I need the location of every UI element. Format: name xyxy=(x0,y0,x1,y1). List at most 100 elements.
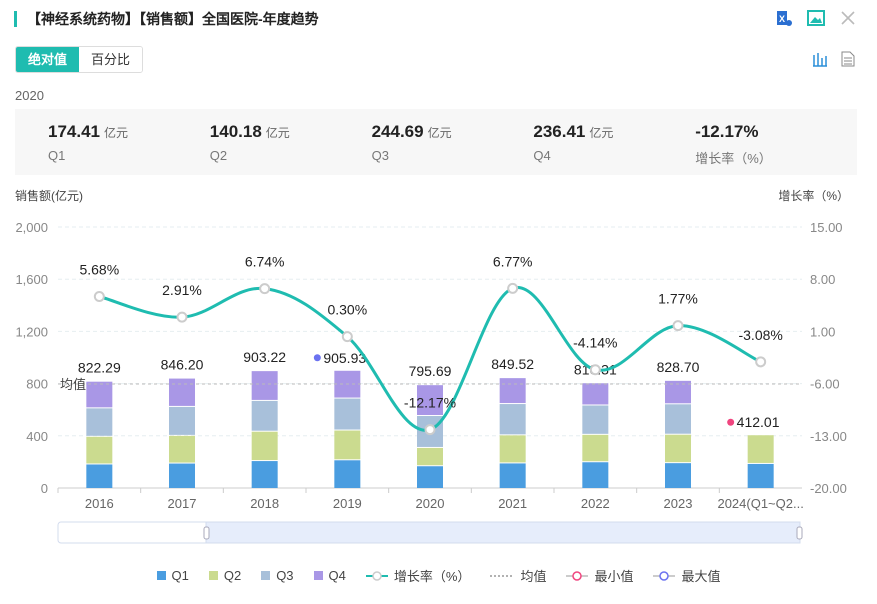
stat-label: Q1 xyxy=(48,148,66,163)
legend-swatch xyxy=(313,571,323,580)
y-tick-label: 400 xyxy=(26,429,48,444)
stat-value: 244.69 xyxy=(371,122,424,141)
legend: Q1 Q2 Q3 Q4 增长率（%） 均值 最小值 最大值 xyxy=(0,566,877,585)
legend-q1[interactable]: Q1 xyxy=(156,568,189,583)
bar-q1 xyxy=(417,466,443,488)
growth-point xyxy=(507,282,519,294)
bar-q4 xyxy=(665,380,691,404)
bar-q1 xyxy=(251,461,278,488)
dotted-line-icon xyxy=(490,574,515,577)
stat-label: 增长率（%） xyxy=(695,151,772,166)
x-tick-label: 2024(Q1~Q2... xyxy=(717,496,803,511)
y-tick-label: 1,200 xyxy=(15,324,48,339)
y-tick-label: 2,000 xyxy=(15,220,48,235)
excel-export-icon[interactable]: X xyxy=(775,9,793,27)
summary-stats: 174.41 亿元 Q1 140.18 亿元 Q2 244.69 亿元 Q3 236.41 亿… xyxy=(15,109,857,175)
min-marker-icon xyxy=(566,570,589,581)
stat-q4: 236.41 亿元 Q4 xyxy=(533,109,695,175)
legend-label: 最大值 xyxy=(681,569,721,584)
x-tick-label: 2022 xyxy=(581,496,610,511)
bar-q4 xyxy=(417,385,443,416)
growth-point xyxy=(755,356,767,368)
bar-q2 xyxy=(251,431,278,461)
growth-label: 6.77% xyxy=(493,253,533,269)
total-label: 822.29 xyxy=(78,360,121,376)
max-marker xyxy=(313,354,321,362)
x-tick-label: 2018 xyxy=(250,496,279,511)
line-marker-icon xyxy=(365,570,388,581)
legend-mean[interactable]: 均值 xyxy=(490,566,546,585)
title-accent xyxy=(14,11,17,27)
bar-q1 xyxy=(86,464,113,488)
mode-tabs: 绝对值 百分比 xyxy=(15,46,144,73)
y-tick-label: 800 xyxy=(26,377,48,392)
y2-tick-label: -13.00 xyxy=(810,429,847,444)
bar-q2 xyxy=(169,435,195,463)
growth-point xyxy=(93,291,105,303)
growth-point xyxy=(672,320,684,332)
legend-max[interactable]: 最大值 xyxy=(653,566,720,585)
tab-percentage[interactable]: 百分比 xyxy=(79,47,143,72)
stat-label: Q2 xyxy=(209,148,228,163)
zoom-slider-handle-left[interactable] xyxy=(203,526,210,540)
bar-q4 xyxy=(582,383,609,405)
growth-label: 6.74% xyxy=(245,254,285,270)
legend-swatch xyxy=(208,571,218,580)
stat-q2: 140.18 亿元 Q2 xyxy=(210,109,372,175)
growth-label: -4.14% xyxy=(573,335,617,351)
legend-label: 均值 xyxy=(520,569,547,584)
bar-q1 xyxy=(499,463,526,488)
stat-growth: -12.17% 增长率（%） xyxy=(695,109,857,175)
stat-unit: 亿元 xyxy=(589,126,614,140)
legend-q2[interactable]: Q2 xyxy=(208,568,241,583)
y-axis-title: 销售额(亿元) xyxy=(15,189,83,203)
bar-q2 xyxy=(86,436,113,464)
growth-point xyxy=(424,424,436,436)
legend-swatch xyxy=(156,571,166,580)
y-tick-label: 1,600 xyxy=(15,272,48,287)
close-icon[interactable] xyxy=(839,9,857,27)
stat-value: 174.41 xyxy=(48,122,100,141)
legend-q3[interactable]: Q3 xyxy=(261,568,294,583)
legend-min[interactable]: 最小值 xyxy=(566,566,633,585)
header: 【神经系统药物】【销售额】全国医院-年度趋势 xyxy=(14,10,319,28)
growth-point xyxy=(259,283,271,295)
image-export-icon[interactable] xyxy=(807,9,825,27)
legend-swatch xyxy=(261,571,271,580)
y2-tick-label: -20.00 xyxy=(810,481,847,496)
stat-unit: 亿元 xyxy=(104,126,129,140)
max-marker-icon xyxy=(653,570,676,581)
growth-label: 5.68% xyxy=(79,262,119,278)
bar-q3 xyxy=(334,398,361,430)
bar-q2 xyxy=(665,434,691,463)
bar-chart-icon[interactable] xyxy=(811,50,829,68)
total-label: 828.70 xyxy=(657,359,700,375)
tab-absolute[interactable]: 绝对值 xyxy=(16,47,80,72)
bar-q3 xyxy=(251,400,278,431)
bar-q1 xyxy=(747,463,774,488)
table-view-icon[interactable] xyxy=(839,50,857,68)
bar-q4 xyxy=(86,381,113,408)
y2-axis-title: 增长率（%） xyxy=(778,189,849,203)
bar-q1 xyxy=(169,463,195,488)
growth-point xyxy=(176,311,188,323)
zoom-slider-handle-right[interactable] xyxy=(796,526,803,540)
growth-label: 2.91% xyxy=(162,282,202,298)
bar-q3 xyxy=(169,406,195,435)
legend-growth[interactable]: 增长率（%） xyxy=(365,566,471,585)
total-label: 849.52 xyxy=(491,356,534,372)
growth-label: 1.77% xyxy=(658,291,698,307)
legend-label: Q1 xyxy=(171,568,189,583)
stat-q1: 174.41 亿元 Q1 xyxy=(48,109,210,175)
stat-label: Q4 xyxy=(533,148,551,163)
legend-q4[interactable]: Q4 xyxy=(313,568,346,583)
bar-q4 xyxy=(251,371,278,400)
bar-q2 xyxy=(334,430,361,460)
bar-q2 xyxy=(747,435,774,463)
stat-unit: 亿元 xyxy=(427,126,452,140)
y2-tick-label: 8.00 xyxy=(810,272,835,287)
y-tick-label: 0 xyxy=(41,481,48,496)
growth-point xyxy=(341,331,353,343)
y2-tick-label: 1.00 xyxy=(810,324,835,339)
legend-label: 增长率（%） xyxy=(393,569,471,584)
